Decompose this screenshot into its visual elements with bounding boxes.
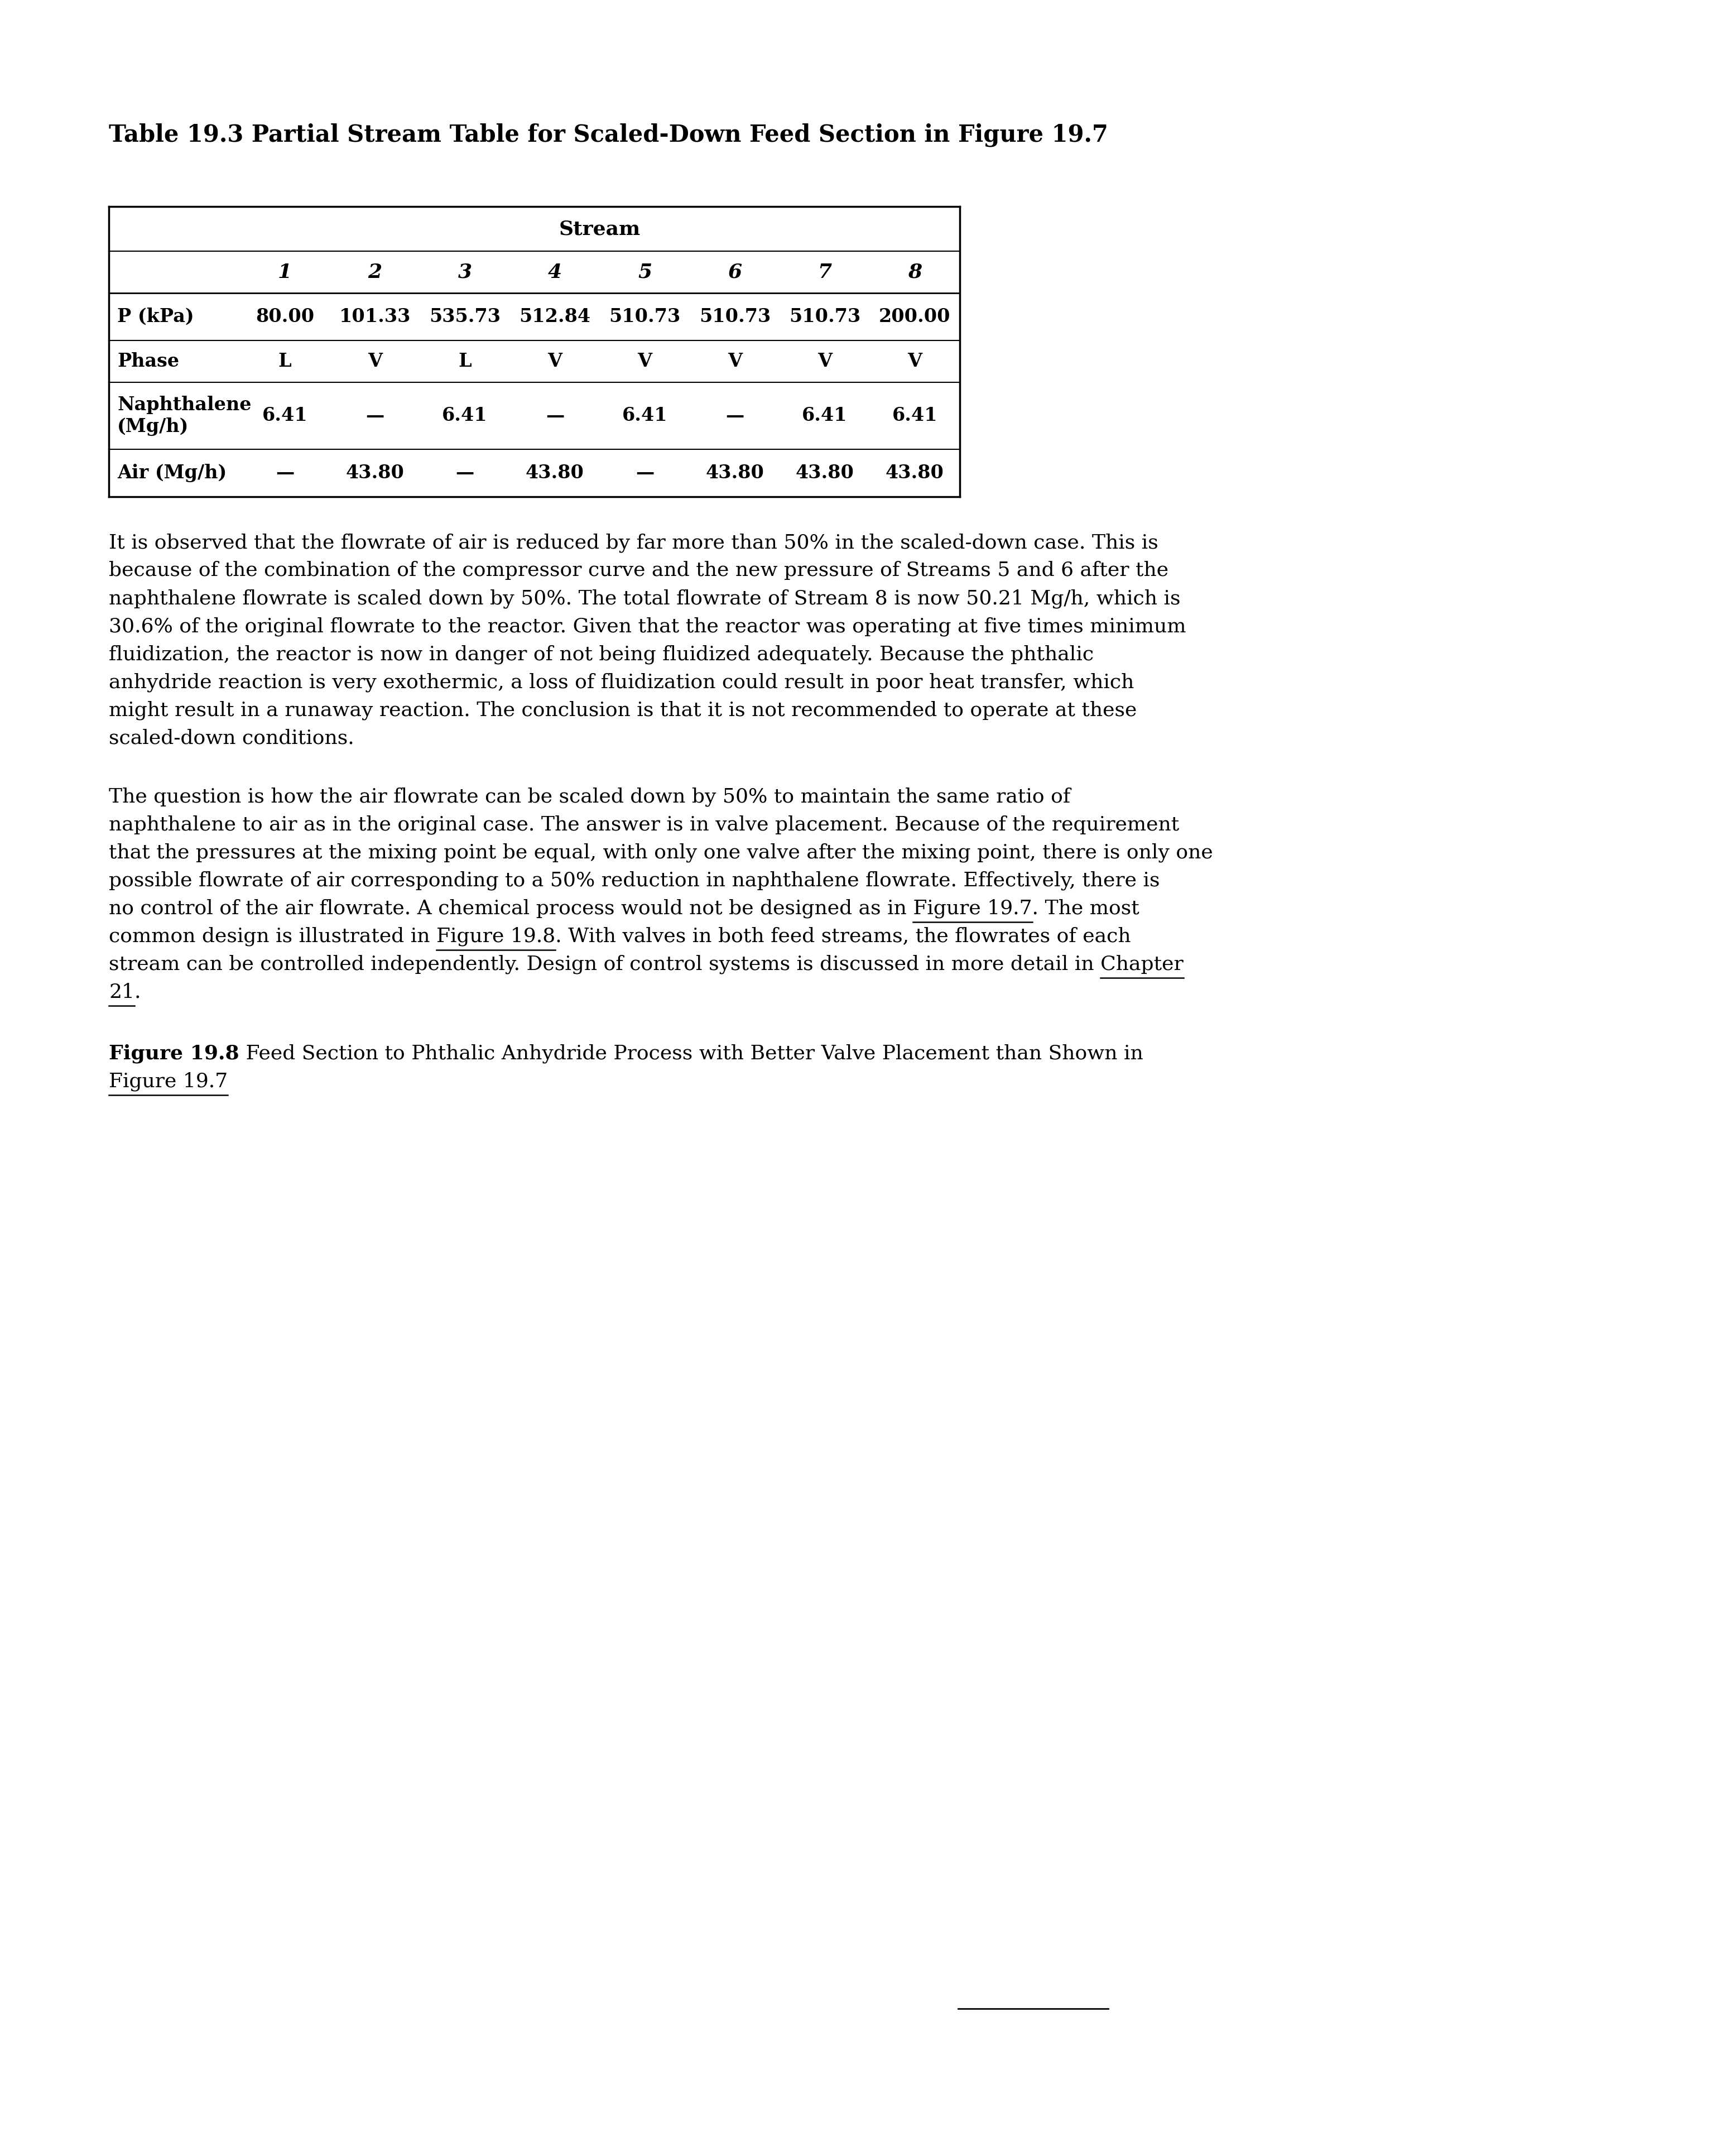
Text: —: — [546, 407, 565, 425]
Text: —: — [726, 407, 743, 425]
Text: Air (Mg/h): Air (Mg/h) [117, 464, 227, 483]
Text: 30.6% of the original flowrate to the reactor. Given that the reactor was operat: 30.6% of the original flowrate to the re… [108, 617, 1186, 636]
Text: 200.00: 200.00 [879, 308, 951, 326]
Text: —: — [455, 464, 474, 483]
Text: 6.41: 6.41 [441, 407, 488, 425]
Text: —: — [276, 464, 294, 483]
Text: that the pressures at the mixing point be equal, with only one valve after the m: that the pressures at the mixing point b… [108, 843, 1212, 862]
Text: V: V [728, 351, 742, 371]
Text: 21.: 21. [108, 983, 141, 1000]
Text: scaled-down conditions.: scaled-down conditions. [108, 729, 354, 748]
Text: no control of the air flowrate. A chemical process would not be designed as in F: no control of the air flowrate. A chemic… [108, 899, 1140, 918]
Text: stream can be controlled independently. Design of control systems is discussed i: stream can be controlled independently. … [108, 955, 1183, 975]
Text: L: L [458, 351, 472, 371]
Text: V: V [367, 351, 383, 371]
Text: 510.73: 510.73 [790, 308, 860, 326]
Text: 512.84: 512.84 [519, 308, 591, 326]
Text: 101.33: 101.33 [338, 308, 410, 326]
Text: The question is how the air flowrate can be scaled down by 50% to maintain the s: The question is how the air flowrate can… [108, 787, 1070, 806]
Text: V: V [908, 351, 922, 371]
Text: naphthalene to air as in the original case. The answer is in valve placement. Be: naphthalene to air as in the original ca… [108, 815, 1180, 834]
Text: V: V [548, 351, 561, 371]
Text: L: L [278, 351, 292, 371]
Text: 535.73: 535.73 [429, 308, 501, 326]
Text: naphthalene flowrate is scaled down by 50%. The total flowrate of Stream 8 is no: naphthalene flowrate is scaled down by 5… [108, 589, 1181, 608]
Text: 6.41: 6.41 [893, 407, 937, 425]
Text: Figure 19.7: Figure 19.7 [108, 1072, 228, 1091]
Text: anhydride reaction is very exothermic, a loss of fluidization could result in po: anhydride reaction is very exothermic, a… [108, 673, 1135, 692]
Text: Feed Section to Phthalic Anhydride Process with Better Valve Placement than Show: Feed Section to Phthalic Anhydride Proce… [239, 1044, 1144, 1063]
Text: Stream: Stream [560, 220, 640, 239]
Text: 5: 5 [637, 263, 652, 282]
Text: 43.80: 43.80 [525, 464, 584, 483]
Text: 8: 8 [908, 263, 922, 282]
Text: 80.00: 80.00 [256, 308, 314, 326]
Text: 6: 6 [728, 263, 742, 282]
Text: 6.41: 6.41 [622, 407, 668, 425]
Text: 4: 4 [548, 263, 561, 282]
Text: 6.41: 6.41 [802, 407, 848, 425]
Text: —: — [366, 407, 385, 425]
Text: It is observed that the flowrate of air is reduced by far more than 50% in the s: It is observed that the flowrate of air … [108, 533, 1159, 552]
Text: V: V [637, 351, 652, 371]
Text: 43.80: 43.80 [706, 464, 764, 483]
Text: Phase: Phase [117, 351, 179, 371]
Text: possible flowrate of air corresponding to a 50% reduction in naphthalene flowrat: possible flowrate of air corresponding t… [108, 871, 1159, 890]
Text: because of the combination of the compressor curve and the new pressure of Strea: because of the combination of the compre… [108, 561, 1169, 580]
Text: 2: 2 [367, 263, 381, 282]
Text: 43.80: 43.80 [795, 464, 853, 483]
Text: fluidization, the reactor is now in danger of not being fluidized adequately. Be: fluidization, the reactor is now in dang… [108, 645, 1094, 664]
Text: 43.80: 43.80 [345, 464, 403, 483]
Text: Figure 19.8: Figure 19.8 [108, 1044, 239, 1063]
Text: 43.80: 43.80 [886, 464, 944, 483]
Text: V: V [817, 351, 833, 371]
Text: P (kPa): P (kPa) [117, 308, 194, 326]
Text: common design is illustrated in Figure 19.8. With valves in both feed streams, t: common design is illustrated in Figure 1… [108, 927, 1132, 946]
Text: 1: 1 [278, 263, 292, 282]
Text: 7: 7 [817, 263, 831, 282]
Text: Naphthalene
(Mg/h): Naphthalene (Mg/h) [117, 397, 251, 436]
Text: Table 19.3 Partial Stream Table for Scaled-Down Feed Section in: Table 19.3 Partial Stream Table for Scal… [108, 123, 958, 147]
Text: 3: 3 [458, 263, 472, 282]
Text: 510.73: 510.73 [699, 308, 771, 326]
Text: might result in a runaway reaction. The conclusion is that it is not recommended: might result in a runaway reaction. The … [108, 701, 1137, 720]
Text: —: — [635, 464, 654, 483]
Text: Figure 19.7: Figure 19.7 [958, 123, 1107, 147]
Text: 6.41: 6.41 [263, 407, 307, 425]
Text: 510.73: 510.73 [610, 308, 680, 326]
